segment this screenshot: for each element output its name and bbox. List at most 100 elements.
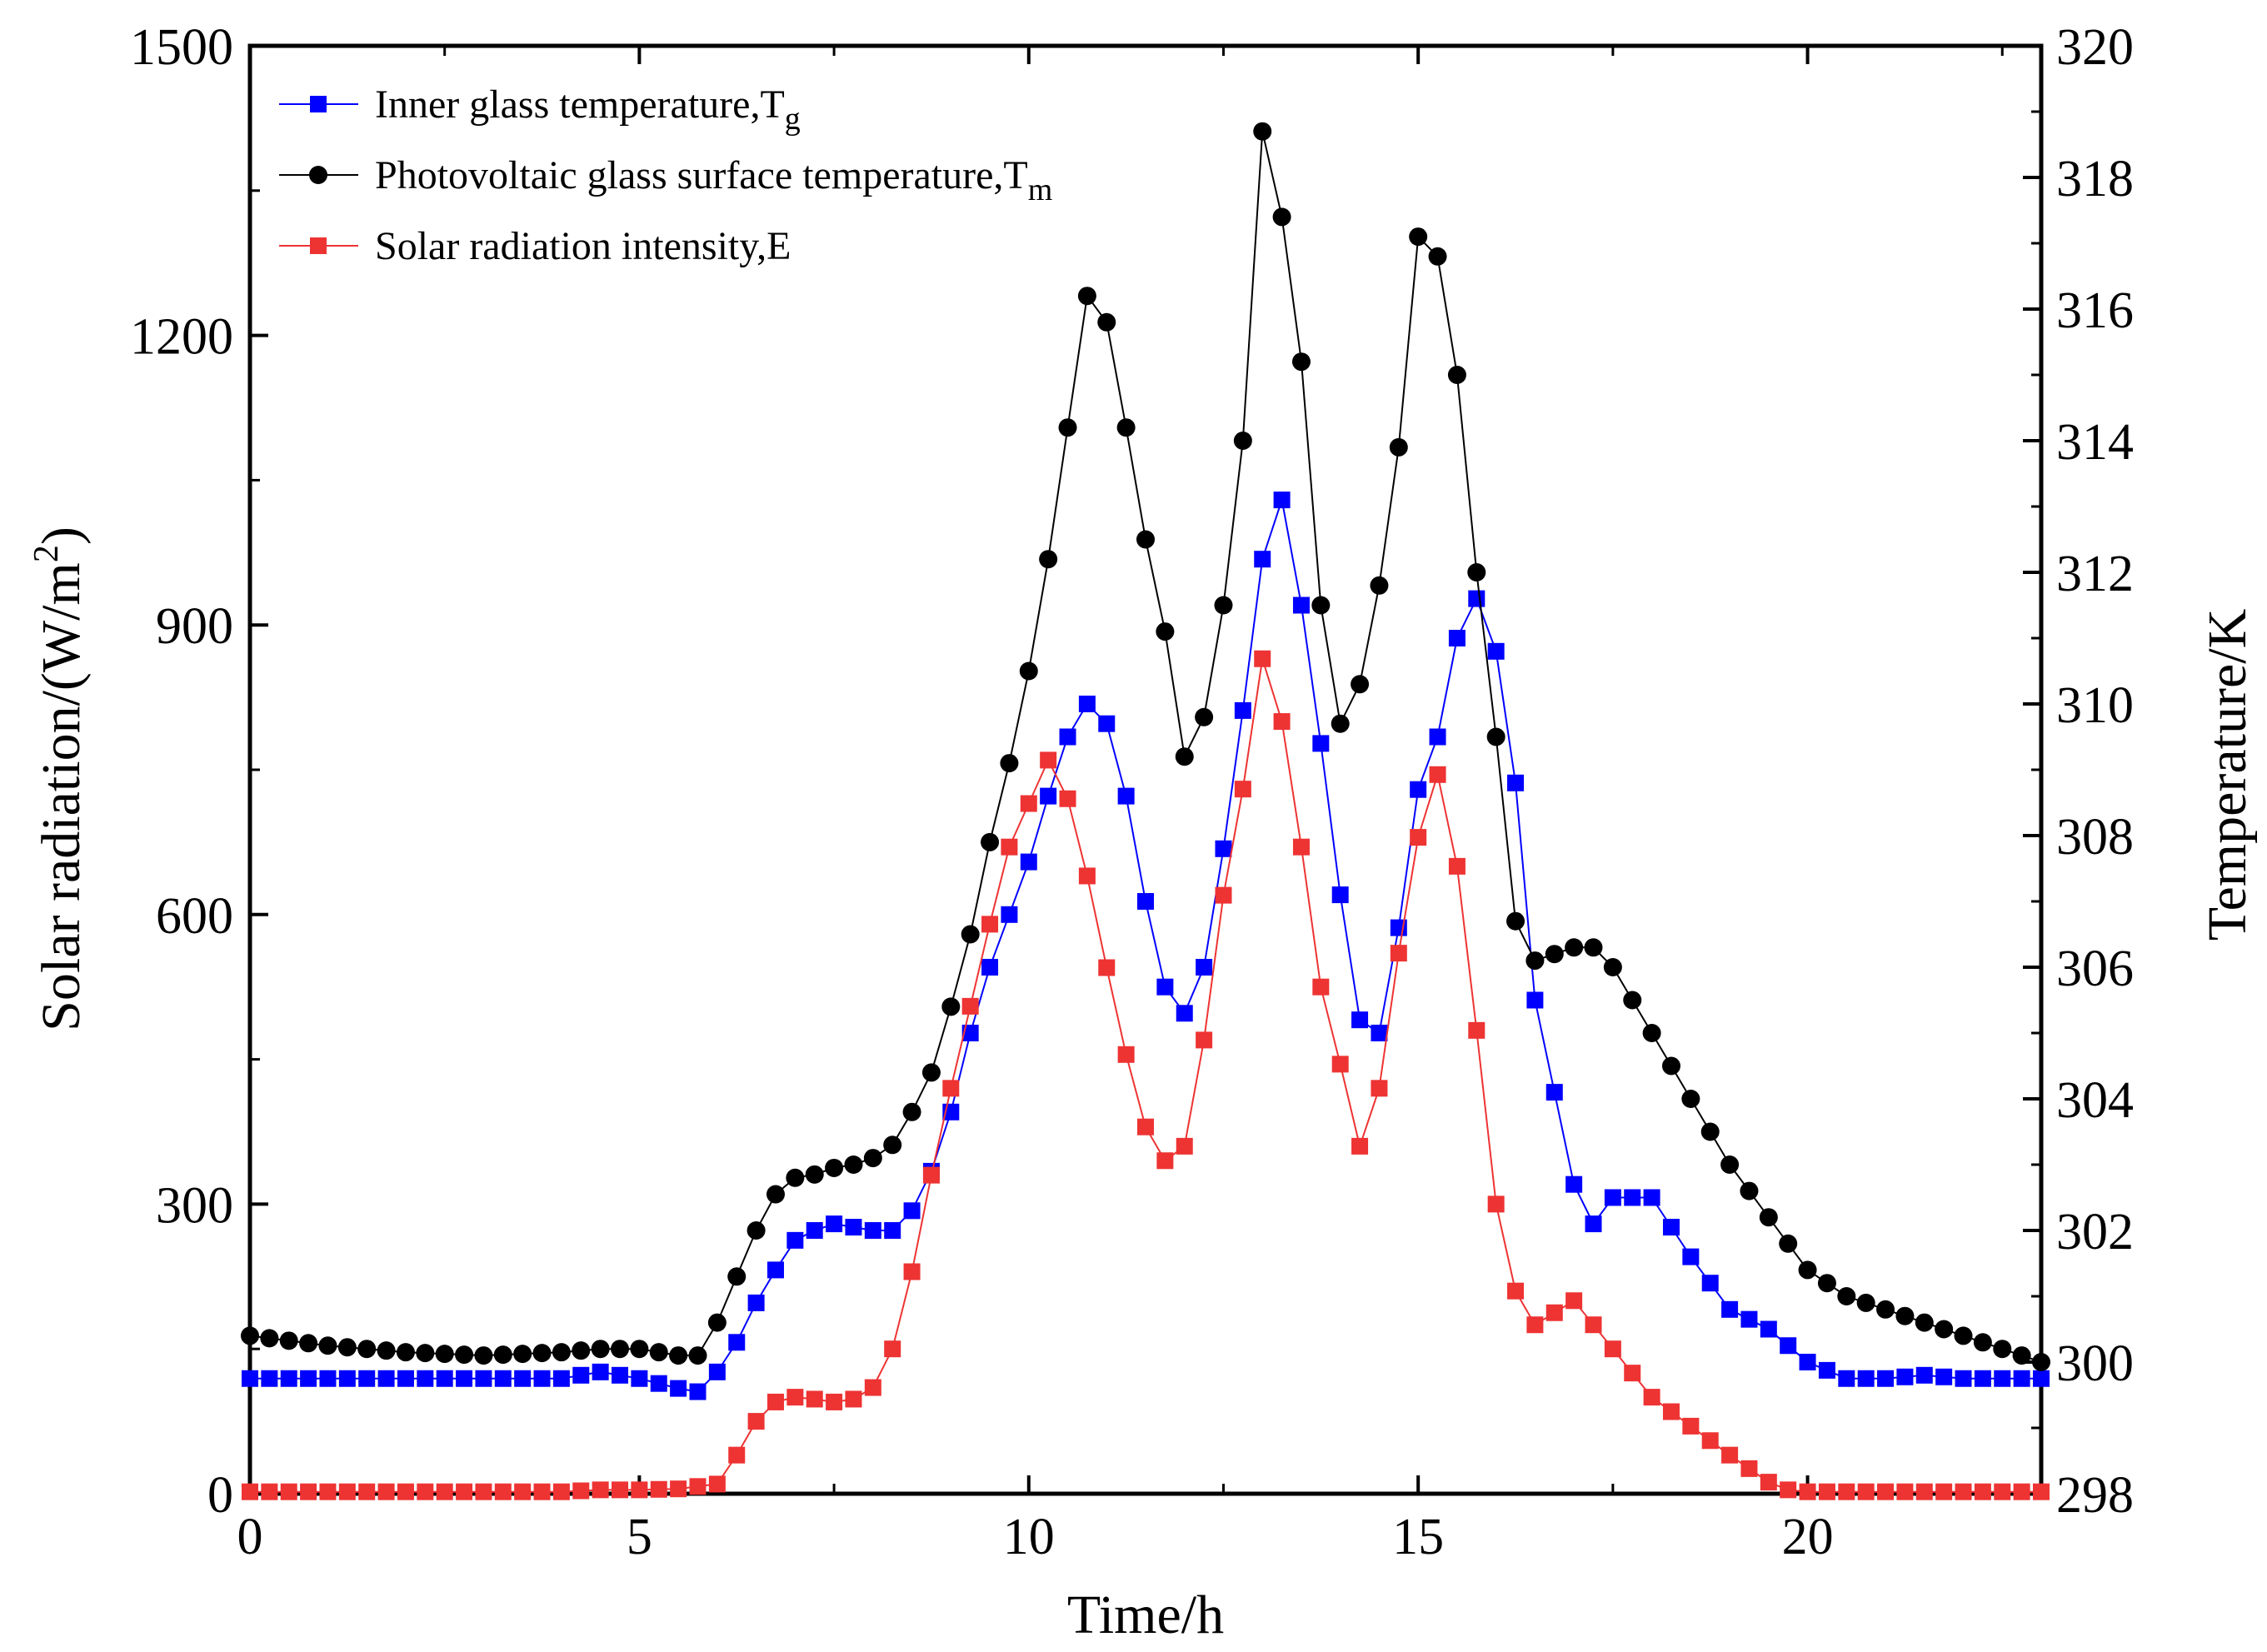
data-point — [416, 1344, 435, 1363]
data-point — [1254, 650, 1271, 667]
data-point — [1254, 551, 1271, 568]
data-point — [1371, 1025, 1388, 1041]
data-point — [650, 1375, 667, 1392]
data-point — [2033, 1483, 2050, 1500]
data-point — [884, 1340, 901, 1358]
data-point — [456, 1483, 473, 1500]
data-point — [1740, 1310, 1758, 1328]
data-point — [1001, 838, 1018, 856]
y-right-tick-label: 314 — [2056, 414, 2134, 471]
data-point — [1973, 1333, 1992, 1352]
data-point — [377, 1483, 395, 1500]
data-point — [1137, 893, 1154, 910]
data-point — [1447, 366, 1466, 384]
series-line — [250, 499, 2041, 1393]
data-point — [1468, 1021, 1486, 1039]
data-point — [650, 1480, 667, 1498]
data-point — [1701, 1432, 1719, 1450]
data-point — [1331, 714, 1350, 733]
x-axis-title: Time/h — [1067, 1585, 1224, 1645]
data-point — [1428, 247, 1447, 266]
data-point — [631, 1370, 648, 1387]
y-left-tick-label: 1200 — [130, 309, 233, 366]
data-point — [532, 1344, 552, 1363]
data-point — [825, 1158, 844, 1177]
y-left-tick-label: 600 — [156, 888, 233, 945]
data-point — [1740, 1460, 1758, 1477]
data-point — [591, 1340, 610, 1359]
legend-label: Photovoltaic glass surface temperature,T… — [375, 153, 1052, 207]
data-point — [1799, 1354, 1816, 1370]
data-point — [1098, 715, 1116, 732]
data-point — [1273, 713, 1291, 731]
data-point — [358, 1483, 376, 1500]
data-point — [513, 1345, 532, 1364]
data-point — [455, 1345, 474, 1365]
data-point — [1040, 751, 1057, 769]
data-point — [1624, 1189, 1641, 1206]
legend-label-main: Photovoltaic glass surface temperature,T — [375, 153, 1028, 197]
data-point — [707, 1313, 727, 1332]
data-point — [728, 1446, 746, 1464]
data-point — [883, 1135, 902, 1155]
data-point — [1584, 938, 1603, 957]
data-point — [1351, 1011, 1369, 1029]
data-point — [708, 1475, 726, 1493]
data-point — [1993, 1340, 2012, 1359]
data-point — [299, 1334, 318, 1353]
left-axis-title-close: ) — [31, 527, 92, 545]
data-point — [397, 1370, 414, 1387]
y-right-tick-label: 304 — [2056, 1072, 2134, 1129]
right-y-axis: 298 300 302 304 306 308 310 312 314 316 318 320 — [2023, 19, 2134, 1524]
legend-item: Photovoltaic glass surface temperature,T… — [279, 153, 1052, 207]
data-point — [1682, 1248, 1700, 1265]
data-point — [826, 1393, 843, 1410]
x-tick-label: 15 — [1392, 1509, 1444, 1565]
data-point — [805, 1165, 824, 1184]
data-point — [1486, 727, 1506, 746]
data-point — [1176, 1137, 1193, 1155]
data-point — [884, 1222, 901, 1239]
data-point — [357, 1340, 377, 1359]
data-point — [1487, 642, 1505, 660]
data-point — [1507, 774, 1525, 791]
data-point — [279, 1331, 298, 1350]
data-point — [1467, 563, 1486, 581]
data-point — [572, 1482, 590, 1500]
data-point — [611, 1340, 630, 1359]
data-point — [261, 1370, 278, 1387]
series-2 — [241, 122, 2050, 1371]
data-point — [1234, 701, 1251, 719]
data-point — [1020, 795, 1037, 812]
data-point — [1156, 622, 1175, 641]
data-point — [1720, 1155, 1740, 1174]
data-point — [475, 1483, 492, 1500]
legend: Inner glass temperature,Tg Photovoltaic g… — [279, 82, 1052, 268]
data-point — [1020, 853, 1037, 871]
data-point — [1351, 675, 1370, 694]
data-point — [1780, 1481, 1797, 1499]
legend-marker — [309, 166, 327, 184]
data-point — [1098, 959, 1116, 976]
data-point — [1040, 787, 1057, 805]
data-point — [1624, 1365, 1641, 1382]
data-point — [902, 1102, 921, 1121]
data-point — [1604, 1189, 1621, 1206]
data-point — [844, 1155, 863, 1174]
series-layer — [241, 122, 2050, 1500]
data-point — [670, 1480, 687, 1498]
data-point — [1215, 840, 1232, 857]
data-point — [1700, 1122, 1720, 1141]
data-point — [1196, 959, 1213, 976]
legend-label: Solar radiation intensity,E — [375, 224, 791, 268]
data-point — [1585, 1316, 1602, 1334]
data-point — [318, 1336, 337, 1355]
data-point — [1817, 1274, 1836, 1293]
data-point — [552, 1343, 571, 1362]
left-axis-title-group: Solar radiation/(W/m2) — [27, 527, 92, 1031]
legend-label-main: Solar radiation intensity,E — [375, 224, 791, 268]
x-tick-label: 0 — [237, 1509, 263, 1565]
data-point — [435, 1345, 454, 1364]
data-point — [1662, 1403, 1680, 1420]
data-point — [1857, 1483, 1875, 1500]
